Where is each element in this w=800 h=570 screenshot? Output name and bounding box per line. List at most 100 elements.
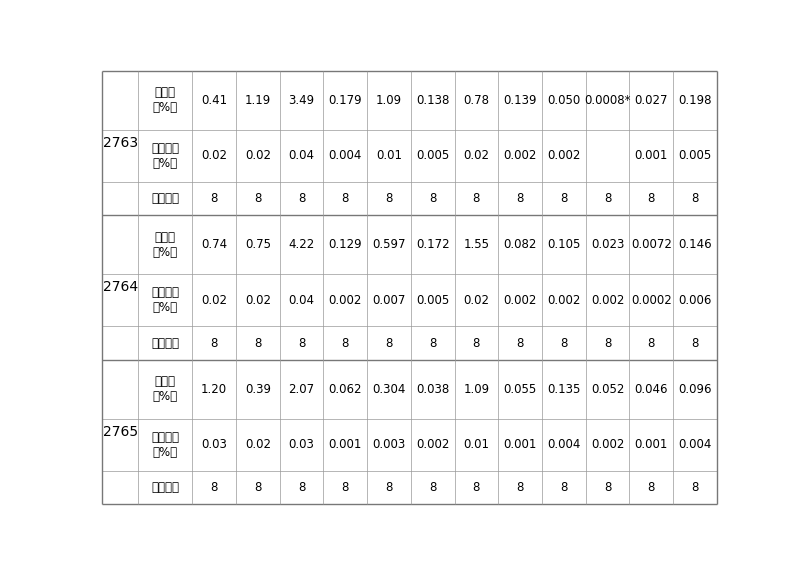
Text: 8: 8 bbox=[604, 192, 611, 205]
Text: 0.01: 0.01 bbox=[376, 149, 402, 162]
Text: 0.002: 0.002 bbox=[503, 294, 537, 307]
Text: 0.002: 0.002 bbox=[503, 149, 537, 162]
Text: 8: 8 bbox=[298, 481, 306, 494]
Text: 0.005: 0.005 bbox=[678, 149, 712, 162]
Text: 标准値
（%）: 标准値 （%） bbox=[153, 375, 178, 403]
Text: 8: 8 bbox=[648, 336, 655, 349]
Text: 0.004: 0.004 bbox=[678, 438, 712, 451]
Text: 0.02: 0.02 bbox=[245, 438, 271, 451]
Text: 数据组数: 数据组数 bbox=[151, 336, 179, 349]
Text: 8: 8 bbox=[517, 336, 524, 349]
Text: 0.050: 0.050 bbox=[547, 93, 581, 107]
Text: 0.02: 0.02 bbox=[463, 149, 490, 162]
Text: 0.0008*: 0.0008* bbox=[584, 93, 631, 107]
Text: 0.002: 0.002 bbox=[591, 294, 624, 307]
Text: 0.03: 0.03 bbox=[289, 438, 314, 451]
Text: 0.002: 0.002 bbox=[329, 294, 362, 307]
Text: 0.003: 0.003 bbox=[372, 438, 406, 451]
Text: 0.135: 0.135 bbox=[547, 382, 581, 396]
Text: 8: 8 bbox=[691, 192, 698, 205]
Text: 不确定度
（%）: 不确定度 （%） bbox=[151, 142, 179, 170]
Text: 8: 8 bbox=[560, 192, 567, 205]
Text: 0.04: 0.04 bbox=[289, 294, 314, 307]
Text: 0.172: 0.172 bbox=[416, 238, 450, 251]
Text: 8: 8 bbox=[473, 192, 480, 205]
Text: 8: 8 bbox=[473, 481, 480, 494]
Text: 0.03: 0.03 bbox=[201, 438, 227, 451]
Text: 8: 8 bbox=[604, 481, 611, 494]
Text: 8: 8 bbox=[210, 336, 218, 349]
Text: 0.096: 0.096 bbox=[678, 382, 712, 396]
Text: 0.02: 0.02 bbox=[201, 294, 227, 307]
Text: 2765: 2765 bbox=[102, 425, 138, 439]
Text: 8: 8 bbox=[691, 336, 698, 349]
Text: 8: 8 bbox=[210, 192, 218, 205]
Text: 8: 8 bbox=[298, 336, 306, 349]
Text: 0.139: 0.139 bbox=[503, 93, 537, 107]
Text: 2763: 2763 bbox=[102, 136, 138, 150]
Text: 0.0002: 0.0002 bbox=[631, 294, 672, 307]
Text: 0.001: 0.001 bbox=[634, 149, 668, 162]
Text: 0.002: 0.002 bbox=[416, 438, 450, 451]
Text: 8: 8 bbox=[560, 481, 567, 494]
Text: 1.09: 1.09 bbox=[376, 93, 402, 107]
Text: 0.046: 0.046 bbox=[634, 382, 668, 396]
Text: 8: 8 bbox=[429, 481, 436, 494]
Text: 0.04: 0.04 bbox=[289, 149, 314, 162]
Text: 0.41: 0.41 bbox=[201, 93, 227, 107]
Text: 0.597: 0.597 bbox=[372, 238, 406, 251]
Text: 0.179: 0.179 bbox=[329, 93, 362, 107]
Text: 数据组数: 数据组数 bbox=[151, 192, 179, 205]
Text: 0.78: 0.78 bbox=[463, 93, 490, 107]
Text: 0.005: 0.005 bbox=[416, 149, 450, 162]
Text: 0.0072: 0.0072 bbox=[631, 238, 672, 251]
Text: 3.49: 3.49 bbox=[289, 93, 314, 107]
Text: 0.75: 0.75 bbox=[245, 238, 271, 251]
Text: 8: 8 bbox=[386, 336, 393, 349]
Text: 2764: 2764 bbox=[102, 280, 138, 295]
Text: 8: 8 bbox=[342, 192, 349, 205]
Text: 1.20: 1.20 bbox=[201, 382, 227, 396]
Text: 8: 8 bbox=[254, 336, 262, 349]
Text: 0.002: 0.002 bbox=[547, 149, 581, 162]
Text: 8: 8 bbox=[648, 481, 655, 494]
Text: 8: 8 bbox=[604, 336, 611, 349]
Text: 1.19: 1.19 bbox=[245, 93, 271, 107]
Text: 0.001: 0.001 bbox=[634, 438, 668, 451]
Text: 0.023: 0.023 bbox=[591, 238, 624, 251]
Text: 0.005: 0.005 bbox=[416, 294, 450, 307]
Text: 0.146: 0.146 bbox=[678, 238, 712, 251]
Text: 0.004: 0.004 bbox=[547, 438, 581, 451]
Text: 0.082: 0.082 bbox=[503, 238, 537, 251]
Text: 0.027: 0.027 bbox=[634, 93, 668, 107]
Text: 0.39: 0.39 bbox=[245, 382, 271, 396]
Text: 0.062: 0.062 bbox=[329, 382, 362, 396]
Text: 标准値
（%）: 标准値 （%） bbox=[153, 231, 178, 259]
Text: 8: 8 bbox=[560, 336, 567, 349]
Text: 4.22: 4.22 bbox=[289, 238, 314, 251]
Text: 8: 8 bbox=[210, 481, 218, 494]
Text: 1.09: 1.09 bbox=[463, 382, 490, 396]
Text: 8: 8 bbox=[517, 192, 524, 205]
Text: 数据组数: 数据组数 bbox=[151, 481, 179, 494]
Text: 0.052: 0.052 bbox=[591, 382, 624, 396]
Text: 8: 8 bbox=[648, 192, 655, 205]
Text: 0.02: 0.02 bbox=[201, 149, 227, 162]
Text: 0.02: 0.02 bbox=[245, 149, 271, 162]
Text: 标准値
（%）: 标准値 （%） bbox=[153, 86, 178, 114]
Text: 8: 8 bbox=[517, 481, 524, 494]
Text: 8: 8 bbox=[429, 336, 436, 349]
Text: 0.01: 0.01 bbox=[463, 438, 490, 451]
Text: 0.105: 0.105 bbox=[547, 238, 581, 251]
Text: 0.198: 0.198 bbox=[678, 93, 712, 107]
Text: 8: 8 bbox=[254, 481, 262, 494]
Text: 0.138: 0.138 bbox=[416, 93, 450, 107]
Text: 0.007: 0.007 bbox=[372, 294, 406, 307]
Text: 0.055: 0.055 bbox=[503, 382, 537, 396]
Text: 8: 8 bbox=[429, 192, 436, 205]
Text: 8: 8 bbox=[298, 192, 306, 205]
Text: 8: 8 bbox=[342, 481, 349, 494]
Text: 0.001: 0.001 bbox=[503, 438, 537, 451]
Text: 0.006: 0.006 bbox=[678, 294, 712, 307]
Text: 0.002: 0.002 bbox=[591, 438, 624, 451]
